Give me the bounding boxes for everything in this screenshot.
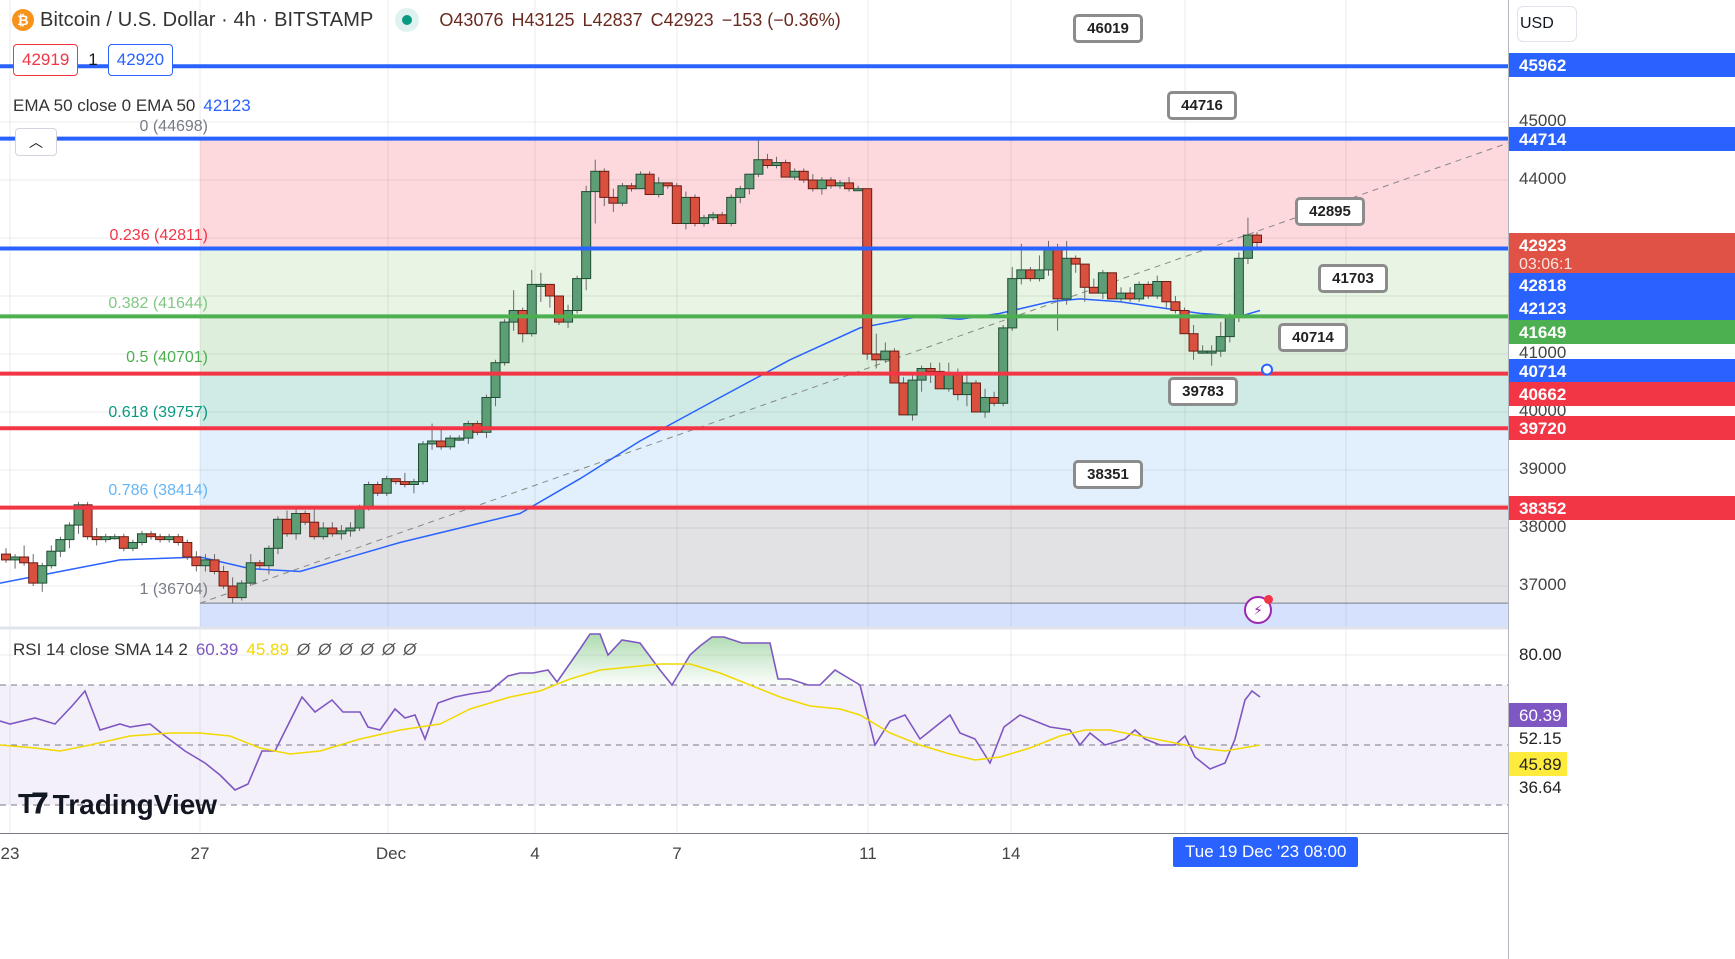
price-tag: 40714: [1509, 359, 1735, 383]
price-tick: 37000: [1519, 575, 1567, 594]
market-status-icon: [395, 8, 420, 32]
rsi-sma-value: 45.89: [246, 640, 289, 659]
rsi-tag: 45.89: [1509, 752, 1567, 776]
logo-text: TradingView: [52, 788, 218, 820]
na-value: Ø: [403, 640, 417, 659]
fib-level-label: 0.618 (39757): [108, 404, 208, 422]
ema-label: EMA 50 close 0 EMA 50: [13, 96, 196, 115]
rsi-legend[interactable]: RSI 14 close SMA 14 2 60.39 45.89 Ø Ø Ø …: [13, 640, 416, 660]
price-callout[interactable]: 38351: [1073, 460, 1143, 489]
na-value: Ø: [360, 640, 374, 659]
crosshair-time-label: Tue 19 Dec '23 08:00: [1173, 837, 1359, 867]
price-tick: 41000: [1519, 343, 1567, 362]
price-tag: 45962: [1509, 53, 1735, 77]
tradingview-logo[interactable]: T𝟕 TradingView: [18, 788, 217, 821]
rsi-tag: 60.39: [1509, 703, 1567, 727]
time-tick: 14: [1001, 844, 1021, 863]
rsi-value: 60.39: [195, 640, 239, 659]
close-value: C42923: [650, 9, 714, 30]
bid-ask-panel: 42919 1 42920: [13, 44, 174, 76]
time-axis[interactable]: 23 27 Dec 4 7 11 14: [0, 833, 1508, 959]
fib-level-label: 0 (44698): [139, 117, 209, 135]
sell-button[interactable]: 42919: [13, 44, 79, 76]
time-tick: 23: [0, 844, 20, 863]
ema-legend[interactable]: EMA 50 close 0 EMA 50 42123: [13, 96, 251, 116]
change-value: −153 (−0.36%): [721, 9, 841, 30]
bitcoin-icon: ₿: [12, 9, 34, 31]
rsi-tick: 52.15: [1519, 729, 1562, 748]
candles: [1, 139, 1262, 604]
currency-button[interactable]: USD: [1517, 6, 1577, 42]
tradingview-mark-icon: T𝟕: [18, 788, 48, 819]
price-callout[interactable]: 41703: [1318, 264, 1388, 293]
buy-button[interactable]: 42920: [107, 44, 174, 76]
rsi-label: RSI 14 close SMA 14 2: [13, 640, 188, 659]
na-value: Ø: [296, 640, 311, 659]
price-tag: 42818: [1509, 273, 1735, 297]
chevron-up-icon: ︿: [29, 134, 43, 150]
price-tag: 41649: [1509, 320, 1735, 344]
symbol-title[interactable]: Bitcoin / U.S. Dollar · 4h · BITSTAMP: [40, 8, 374, 31]
price-axis[interactable]: USD 45000 44000 41000 40000 39000 38000 37000 8…: [1508, 0, 1735, 959]
price-tick: 38000: [1519, 517, 1567, 536]
price-tag: 42923 03:06:1: [1509, 233, 1735, 277]
fib-level-label: 0.5 (40701): [126, 349, 208, 367]
na-value: Ø: [381, 640, 396, 659]
high-value: H43125: [511, 9, 575, 30]
ohlc-values: O43076 H43125 L42837 C42923 −153 (−0.36%…: [439, 10, 846, 31]
time-tick: 11: [859, 844, 877, 863]
collapse-legend-button[interactable]: ︿: [15, 128, 57, 156]
price-tag: 38352: [1509, 496, 1735, 520]
price-tag: 42123: [1509, 296, 1735, 320]
fib-level-label: 0.382 (41644): [108, 294, 208, 312]
price-tag: 44714: [1509, 127, 1735, 151]
fib-level-label: 0.236 (42811): [109, 226, 208, 244]
price-tick: 45000: [1519, 111, 1567, 130]
price-tick: 39000: [1519, 459, 1567, 478]
open-value: O43076: [439, 9, 504, 30]
price-callout[interactable]: 39783: [1168, 377, 1238, 406]
low-value: L42837: [582, 9, 643, 30]
time-tick: Dec: [375, 844, 407, 863]
ema-value: 42123: [203, 96, 251, 115]
na-value: Ø: [318, 640, 332, 659]
price-tag: 39720: [1509, 416, 1735, 440]
chart-canvas[interactable]: [0, 0, 1508, 833]
fib-level-label: 0.786 (38414): [108, 481, 208, 499]
symbol-legend: ₿ Bitcoin / U.S. Dollar · 4h · BITSTAMP …: [12, 8, 847, 32]
time-tick: 4: [530, 844, 540, 863]
spread-value: 1: [88, 50, 98, 69]
price-tick: 44000: [1519, 169, 1567, 188]
price-callout[interactable]: 42895: [1295, 197, 1365, 226]
rsi-tick: 80.00: [1519, 645, 1562, 664]
lightning-icon[interactable]: ⚡: [1244, 595, 1273, 624]
price-tag: 40662: [1509, 382, 1735, 406]
horizontal-lines[interactable]: [0, 64, 1508, 510]
rsi-pane: [0, 633, 1508, 806]
ema-line: [0, 298, 1261, 584]
time-tick: 27: [190, 844, 210, 863]
fib-level-label: 1 (36704): [139, 581, 209, 599]
price-callout[interactable]: 40714: [1278, 323, 1348, 352]
price-callout[interactable]: 44716: [1167, 91, 1237, 120]
rsi-tick: 36.64: [1519, 778, 1562, 797]
time-tick: 7: [672, 844, 682, 863]
price-callout[interactable]: 46019: [1073, 14, 1143, 43]
na-value: Ø: [339, 640, 353, 659]
